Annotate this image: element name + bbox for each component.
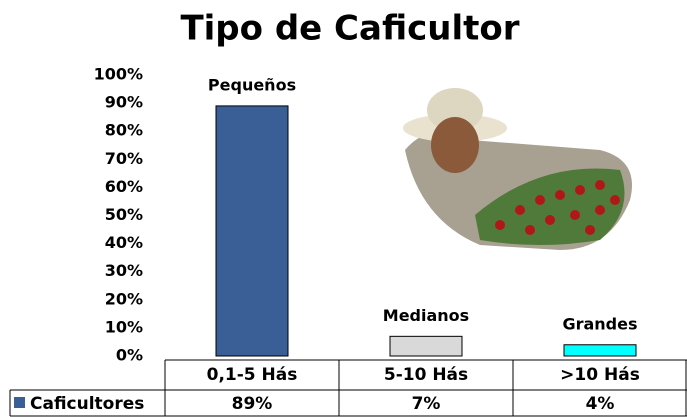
y-tick-label: 0% xyxy=(116,346,143,365)
y-tick-label: 100% xyxy=(94,65,143,84)
bar xyxy=(390,336,462,356)
data-label: 7% xyxy=(412,394,441,414)
y-tick-label: 70% xyxy=(105,149,143,168)
y-tick-label: 60% xyxy=(105,177,143,196)
x-tick-label: 0,1-5 Hás xyxy=(207,365,298,385)
bar xyxy=(216,106,288,356)
farmer-photo xyxy=(403,88,632,250)
bar-annotation: Pequeños xyxy=(208,75,296,94)
y-tick-label: 50% xyxy=(105,205,143,224)
x-tick-label: >10 Hás xyxy=(560,365,640,385)
data-label: 4% xyxy=(586,394,615,414)
bar-annotation: Grandes xyxy=(562,314,637,333)
y-tick-label: 20% xyxy=(105,289,143,308)
y-tick-label: 80% xyxy=(105,121,143,140)
bar xyxy=(564,345,636,356)
chart-title: Tipo de Caficultor xyxy=(180,9,519,49)
legend-label: Caficultores xyxy=(30,394,144,414)
y-tick-label: 30% xyxy=(105,261,143,280)
x-tick-label: 5-10 Hás xyxy=(384,365,468,385)
data-label: 89% xyxy=(232,394,273,414)
legend-swatch xyxy=(14,397,25,408)
y-tick-label: 10% xyxy=(105,317,143,336)
chart: Tipo de Caficultor Caficultores 0% 10% 20%… xyxy=(0,0,687,417)
y-tick-label: 40% xyxy=(105,233,143,252)
y-tick-label: 90% xyxy=(105,93,143,112)
bar-annotation: Medianos xyxy=(383,306,469,325)
